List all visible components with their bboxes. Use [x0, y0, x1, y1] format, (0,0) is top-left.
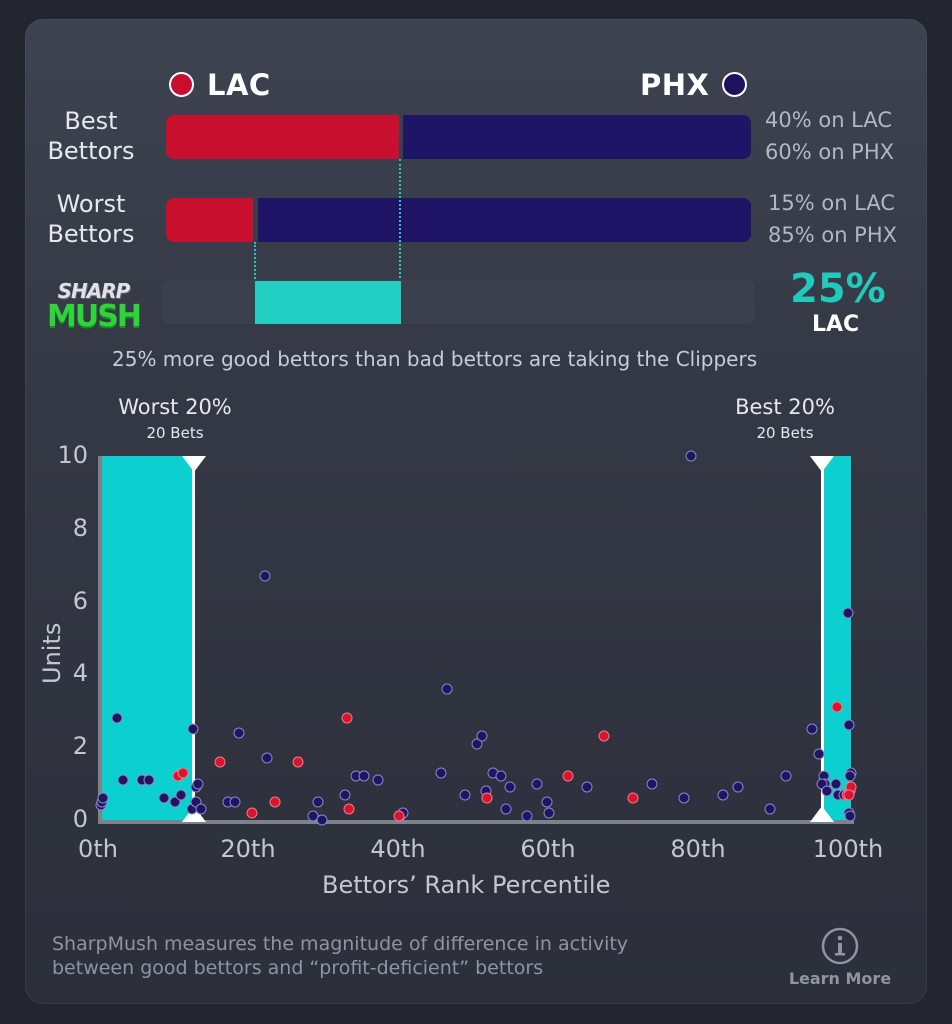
footer-description: SharpMush measures the magnitude of diff… [52, 933, 629, 979]
x-tick-60: 60th [520, 835, 576, 863]
worst-zone-title: Worst 20% [118, 395, 232, 419]
best-pct-text: 40% on LAC 60% on PHX [765, 108, 895, 164]
y-tick-6: 6 [72, 587, 88, 615]
lac-legend-dot [169, 72, 194, 97]
x-tick-80: 80th [670, 835, 726, 863]
learn-more-button[interactable]: Learn More [780, 926, 900, 990]
info-icon [821, 927, 859, 965]
worst-bettors-label: Worst Bettors [47, 190, 135, 248]
worst-zone-sub: 20 Bets [146, 424, 204, 442]
phx-team-label: PHX [640, 68, 710, 102]
x-tick-20: 20th [220, 835, 276, 863]
y-tick-4: 4 [72, 659, 88, 687]
learn-more-label: Learn More [788, 969, 892, 988]
y-tick-10: 10 [57, 441, 88, 469]
worst-split-connector [254, 242, 256, 282]
sharpmush-summary: 25% more good bettors than bad bettors a… [112, 347, 758, 371]
y-tick-2: 2 [72, 732, 88, 760]
y-tick-8: 8 [72, 514, 88, 542]
y-axis-title: Units [38, 622, 66, 684]
best-bettors-label: Best Bettors [47, 107, 135, 165]
best-lac-bar [166, 115, 399, 159]
best-phx-bar [403, 115, 751, 159]
x-tick-0: 0th [78, 835, 118, 863]
best-zone-sub: 20 Bets [756, 424, 814, 442]
x-axis-title: Bettors’ Rank Percentile [322, 871, 611, 899]
best-split-connector [399, 159, 401, 282]
worst-lac-bar [166, 198, 253, 242]
x-tick-40: 40th [370, 835, 426, 863]
sharpmush-value: 25% [790, 266, 886, 312]
best-zone-title: Best 20% [735, 395, 835, 419]
sharpmush-diff-bar [255, 281, 401, 324]
worst-pct-text: 15% on LAC 85% on PHX [768, 191, 898, 247]
sharpmush-team: LAC [812, 312, 860, 337]
worst-phx-bar [258, 198, 751, 242]
lac-team-label: LAC [207, 68, 271, 102]
x-tick-100: 100th [812, 835, 884, 863]
phx-legend-dot [722, 72, 747, 97]
sharpmush-logo: SHARP MUSH [47, 279, 142, 334]
sharpmush-track [162, 280, 755, 324]
y-tick-0: 0 [72, 805, 88, 833]
